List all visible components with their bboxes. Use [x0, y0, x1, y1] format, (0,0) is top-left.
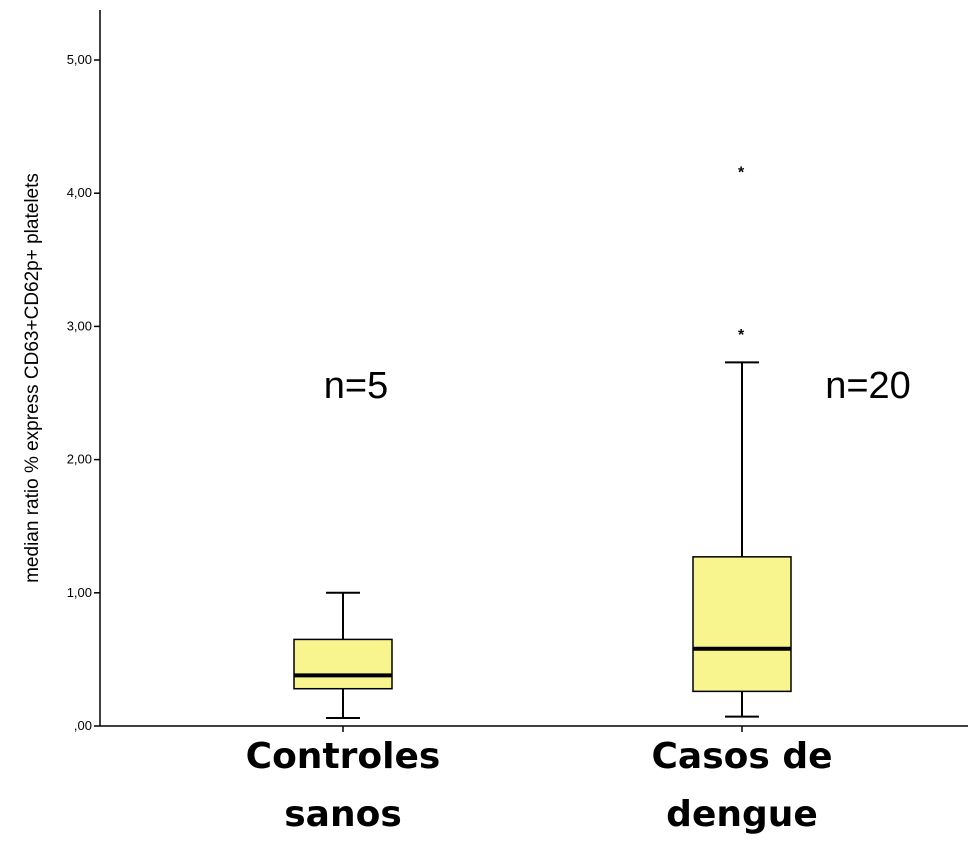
labels: median ratio % express CD63+CD62p+ plate…	[22, 173, 911, 835]
category-label-line2: sanos	[284, 794, 402, 835]
y-tick-label: 3,00	[67, 318, 92, 333]
category-label-line1: Casos de	[651, 736, 832, 777]
box-iqr	[293, 638, 393, 690]
sample-size-label: n=5	[324, 365, 388, 407]
y-tick-label: 2,00	[67, 452, 92, 467]
y-tick-label: 4,00	[67, 185, 92, 200]
y-tick-label: 1,00	[67, 585, 92, 600]
outlier-marker: *	[738, 327, 745, 344]
y-tick-label: ,00	[74, 718, 92, 733]
sample-size-label: n=20	[825, 365, 911, 407]
y-axis-title: median ratio % express CD63+CD62p+ plate…	[22, 173, 43, 583]
category-label-line2: dengue	[666, 794, 818, 835]
y-tick-label: 5,00	[67, 52, 92, 67]
outlier-marker: *	[738, 165, 745, 182]
box-iqr	[692, 556, 792, 693]
category-label-line1: Controles	[246, 736, 441, 777]
boxes: **	[293, 165, 792, 720]
axes: ,00 1,00 2,00 3,00 4,00 5,00	[67, 10, 968, 733]
